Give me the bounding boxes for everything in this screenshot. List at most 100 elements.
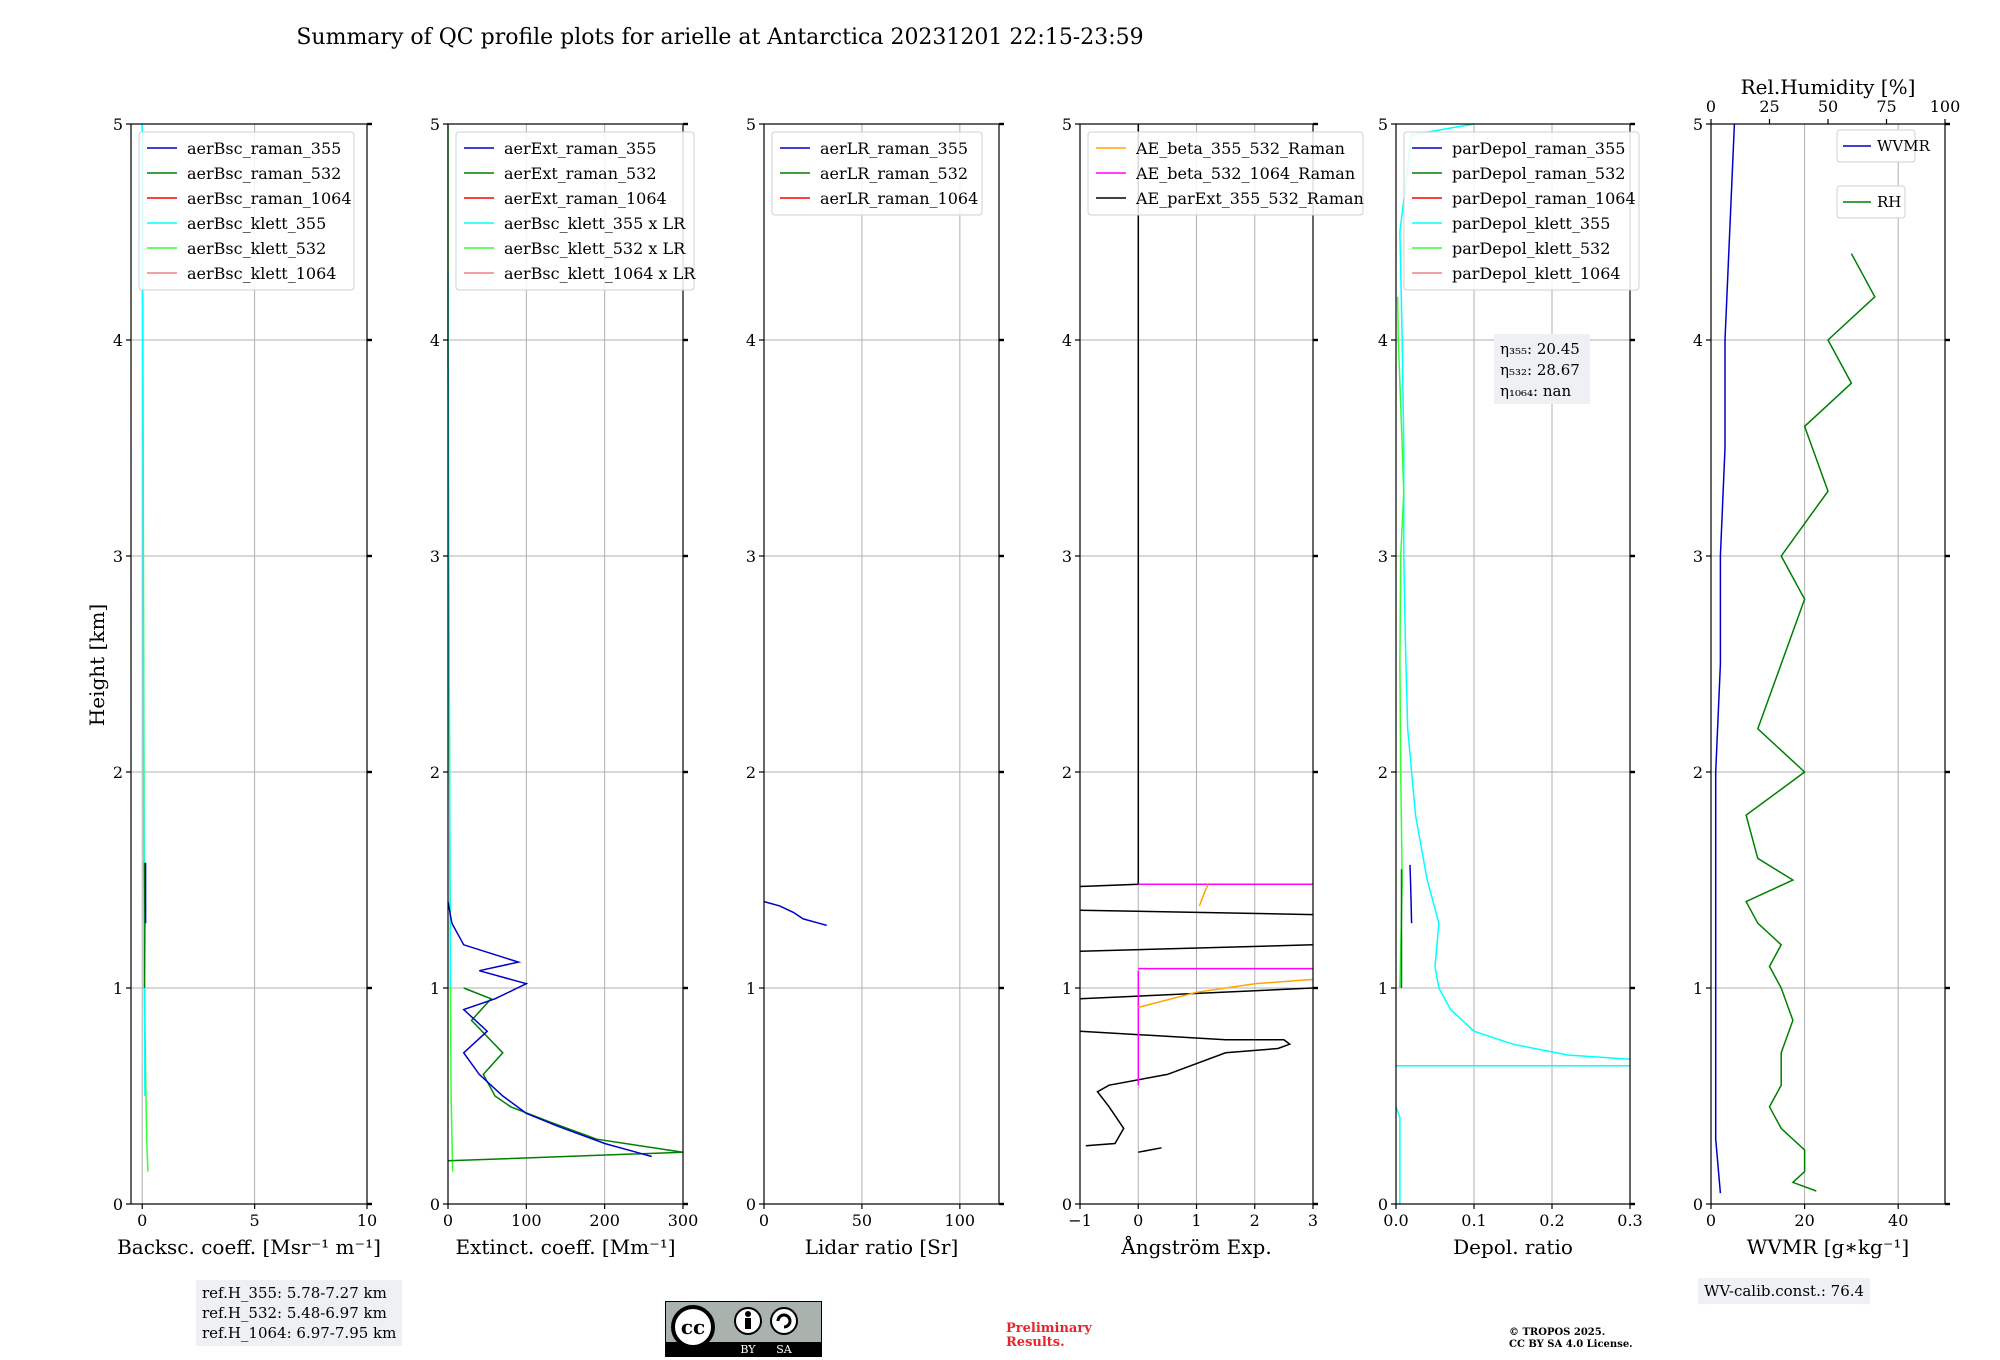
legend-box — [1403, 131, 1640, 291]
y-tick-label: 0 — [1378, 1195, 1388, 1214]
legend-label: aerBsc_klett_1064 x LR — [504, 264, 696, 283]
series-line — [1745, 253, 1876, 1192]
legend-label: aerLR_raman_532 — [820, 164, 968, 183]
panel-bsc: 0 1 2 3 4 5 0 5 10 Backsc. coeff. [Msr⁻¹ m⁻¹] aerB… — [113, 115, 381, 1259]
legend-label: parDepol_klett_355 — [1452, 214, 1610, 233]
top-tick-label: 25 — [1759, 97, 1779, 116]
axes-frame — [447, 123, 684, 1205]
y-tick-label: 4 — [1062, 331, 1072, 350]
x-tick-label: 0 — [1133, 1211, 1143, 1230]
series-line — [1198, 883, 1209, 907]
top-axis-label: Rel.Humidity [%] — [1741, 75, 1916, 99]
legend-label: WVMR — [1877, 137, 1931, 155]
legend-box — [1836, 129, 1916, 163]
legend-label: aerBsc_klett_532 x LR — [504, 239, 686, 258]
series-line — [1079, 944, 1314, 953]
preliminary-line-2: Results. — [1006, 1335, 1065, 1350]
y-tick-label: 1 — [1062, 979, 1072, 998]
y-tick-label: 5 — [1378, 115, 1388, 134]
y-tick-label: 0 — [1693, 1195, 1703, 1214]
x-axis-label: Backsc. coeff. [Msr⁻¹ m⁻¹] — [117, 1235, 381, 1259]
legend-label: parDepol_klett_1064 — [1452, 264, 1621, 283]
y-tick-label: 3 — [113, 547, 123, 566]
legend-label: aerBsc_klett_355 — [187, 214, 326, 233]
legend-label: aerBsc_klett_1064 — [187, 264, 336, 283]
ref-heights-box: ref.H_355: 5.78-7.27 km ref.H_532: 5.48-… — [196, 1280, 403, 1346]
y-tick-label: 2 — [1062, 763, 1072, 782]
y-tick-label: 2 — [746, 763, 756, 782]
ref-height-355: ref.H_355: 5.78-7.27 km — [202, 1284, 387, 1302]
legend-label: parDepol_raman_532 — [1452, 164, 1625, 183]
x-tick-label: 1 — [1191, 1211, 1201, 1230]
y-tick-label: 3 — [430, 547, 440, 566]
y-tick-label: 1 — [1378, 979, 1388, 998]
x-tick-label: 0 — [137, 1211, 147, 1230]
x-axis-label: Ångström Exp. — [1120, 1234, 1271, 1259]
x-tick-label: 10 — [357, 1211, 377, 1230]
x-tick-label: 300 — [668, 1211, 699, 1230]
y-tick-label: 4 — [746, 331, 756, 350]
x-tick-label: 0 — [1706, 1211, 1716, 1230]
legend-label: aerBsc_klett_532 — [187, 239, 326, 258]
x-tick-label: 0.1 — [1461, 1211, 1486, 1230]
top-tick-label: 100 — [1930, 97, 1961, 116]
y-tick-label: 5 — [1062, 115, 1072, 134]
y-tick-label: 3 — [1062, 547, 1072, 566]
cc-license-badge: cc BY SA — [665, 1301, 822, 1357]
series-line — [1138, 978, 1314, 1009]
x-tick-label: 50 — [852, 1211, 872, 1230]
wv-calib-const: WV-calib.const.: 76.4 — [1704, 1282, 1865, 1300]
legend-label: aerLR_raman_355 — [820, 139, 968, 158]
figure-title: Summary of QC profile plots for arielle … — [296, 25, 1143, 50]
legend-label: parDepol_klett_532 — [1452, 239, 1610, 258]
ref-height-532: ref.H_532: 5.48-6.97 km — [202, 1304, 387, 1322]
cc-sa-text: SA — [776, 1343, 793, 1356]
y-tick-label: 2 — [113, 763, 123, 782]
series-line — [1079, 1030, 1292, 1147]
top-tick-label: 50 — [1818, 97, 1838, 116]
x-tick-label: 3 — [1308, 1211, 1318, 1230]
series-line — [1079, 909, 1314, 916]
y-tick-label: 3 — [746, 547, 756, 566]
legend-label: aerExt_raman_355 — [504, 139, 657, 158]
annotation-text: η₁₀₆₄: nan — [1500, 382, 1571, 400]
series-line — [1714, 123, 1736, 1194]
cc-text: cc — [681, 1315, 705, 1339]
preliminary-line-1: Preliminary — [1006, 1321, 1092, 1336]
legend-box — [455, 131, 695, 291]
y-tick-label: 5 — [1693, 115, 1703, 134]
annotation-text: η₃₅₅: 20.45 — [1500, 340, 1580, 358]
x-axis-label: Depol. ratio — [1453, 1235, 1573, 1259]
series-line — [447, 901, 652, 1158]
legend-label: aerBsc_raman_532 — [187, 164, 341, 183]
series-line — [1395, 1106, 1401, 1204]
credits-line-2: CC BY SA 4.0 License. — [1509, 1339, 1633, 1350]
series-line — [1409, 864, 1413, 924]
panel-depol: 0 1 2 3 4 5 0.0 0.1 0.2 0.3 Depol. ratio parDepol_r… — [1378, 115, 1643, 1259]
copyright-credits: © TROPOS 2025. CC BY SA 4.0 License. — [1509, 1327, 1633, 1351]
x-tick-label: 0.0 — [1383, 1211, 1408, 1230]
series-line — [763, 900, 827, 927]
legend-label: parDepol_raman_355 — [1452, 139, 1625, 158]
y-tick-label: 5 — [113, 115, 123, 134]
series-line — [1396, 296, 1405, 989]
wv-calib-box: WV-calib.const.: 76.4 — [1698, 1278, 1871, 1304]
axes-frame — [763, 123, 1000, 1205]
legend-label: aerBsc_raman_355 — [187, 139, 341, 158]
legend-label: aerExt_raman_1064 — [504, 189, 667, 208]
x-tick-label: 100 — [945, 1211, 976, 1230]
legend-label: AE_parExt_355_532_Raman — [1135, 189, 1364, 208]
legend-label: AE_beta_532_1064_Raman — [1135, 164, 1355, 183]
x-tick-label: 0.2 — [1539, 1211, 1564, 1230]
axes-frame — [1395, 123, 1631, 1205]
axes-frame — [1710, 123, 1946, 1205]
x-tick-label: 0 — [443, 1211, 453, 1230]
x-tick-label: 40 — [1888, 1211, 1908, 1230]
y-tick-label: 4 — [1378, 331, 1388, 350]
legend-box — [1087, 131, 1364, 216]
annotation-text: η₅₃₂: 28.67 — [1500, 361, 1580, 379]
